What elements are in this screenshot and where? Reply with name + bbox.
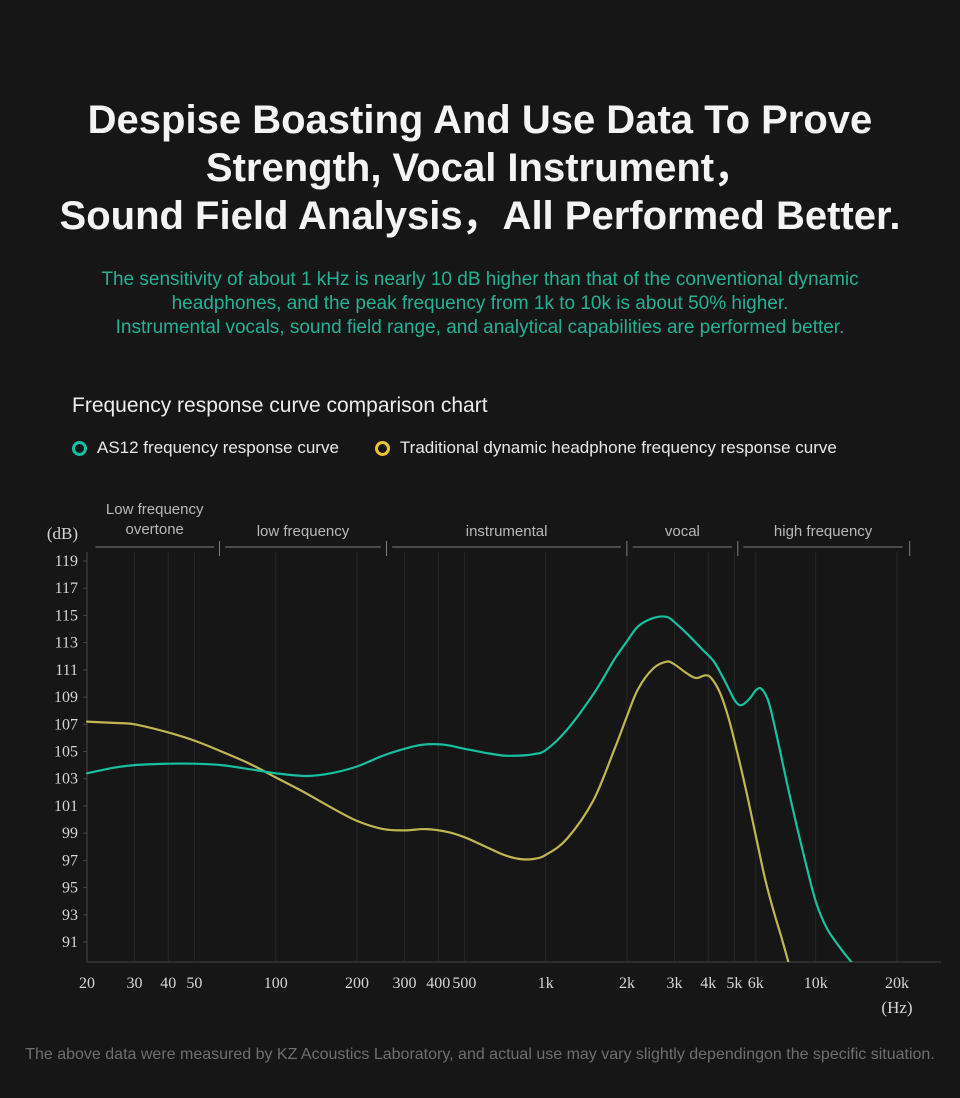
y-tick-label-93: 93 [62,907,78,924]
y-tick-label-101: 101 [54,798,78,815]
chart-legend: AS12 frequency response curve Traditiona… [72,438,837,458]
x-tick-label-100: 100 [264,975,288,992]
band-label: high frequency [774,523,873,540]
y-tick-label-113: 113 [55,635,78,652]
y-tick-label-91: 91 [62,934,78,951]
title-line-3: Sound Field Analysis，All Performed Bette… [59,194,901,238]
x-tick-label-20k: 20k [885,975,909,992]
y-tick-label-119: 119 [55,553,78,570]
y-tick-label-109: 109 [54,689,78,706]
y-tick-label-105: 105 [54,744,78,761]
legend-item-as12: AS12 frequency response curve [72,438,339,458]
y-tick-label-111: 111 [55,662,78,679]
x-tick-label-4k: 4k [700,975,716,992]
x-tick-label-10k: 10k [804,975,828,992]
x-tick-label-500: 500 [452,975,476,992]
footer-note: The above data were measured by KZ Acous… [25,1046,935,1063]
x-tick-label-2k: 2k [619,975,635,992]
band-label: low frequency [257,523,350,540]
x-axis-unit: (Hz) [881,998,912,1017]
y-tick-label-115: 115 [55,607,78,624]
x-tick-label-30: 30 [127,975,143,992]
y-tick-label-103: 103 [54,771,78,788]
y-tick-label-117: 117 [55,580,78,597]
page-subtitle: The sensitivity of about 1 kHz is nearly… [0,268,960,340]
band-label: instrumental [466,523,548,540]
y-tick-label-95: 95 [62,880,78,897]
y-tick-label-99: 99 [62,825,78,842]
legend-item-traditional: Traditional dynamic headphone frequency … [374,438,837,458]
x-tick-label-1k: 1k [538,975,554,992]
x-tick-label-300: 300 [393,975,417,992]
as12-curve-swatch-icon [72,440,87,456]
curve-as12 [85,615,853,962]
x-tick-label-6k: 6k [748,975,764,992]
curve-traditional [85,660,790,962]
chart-section-title: Frequency response curve comparison char… [72,394,488,417]
subtitle-line-2: headphones, and the peak frequency from … [171,293,789,314]
band-label: Low frequency [106,501,204,518]
x-tick-label-40: 40 [160,975,176,992]
y-tick-label-107: 107 [54,716,78,733]
traditional-curve-swatch-icon [374,440,390,456]
y-axis-unit: (dB) [47,524,78,543]
legend-label-as12: AS12 frequency response curve [97,438,339,457]
x-tick-label-3k: 3k [667,975,683,992]
x-tick-label-5k: 5k [726,975,742,992]
band-label: vocal [665,523,700,540]
band-label: overtone [126,521,184,538]
x-tick-label-50: 50 [186,975,202,992]
page-title: Despise Boasting And Use Data To Prove S… [0,96,960,240]
subtitle-line-3: Instrumental vocals, sound field range, … [115,317,845,338]
y-tick-label-97: 97 [62,852,78,869]
x-tick-label-20: 20 [79,975,95,992]
x-tick-label-400: 400 [426,975,450,992]
legend-label-traditional: Traditional dynamic headphone frequency … [399,438,837,457]
x-tick-label-200: 200 [345,975,369,992]
title-line-1: Despise Boasting And Use Data To Prove [87,98,873,142]
title-line-2: Strength, Vocal Instrument， [205,146,755,190]
subtitle-line-1: The sensitivity of about 1 kHz is nearly… [101,269,859,290]
